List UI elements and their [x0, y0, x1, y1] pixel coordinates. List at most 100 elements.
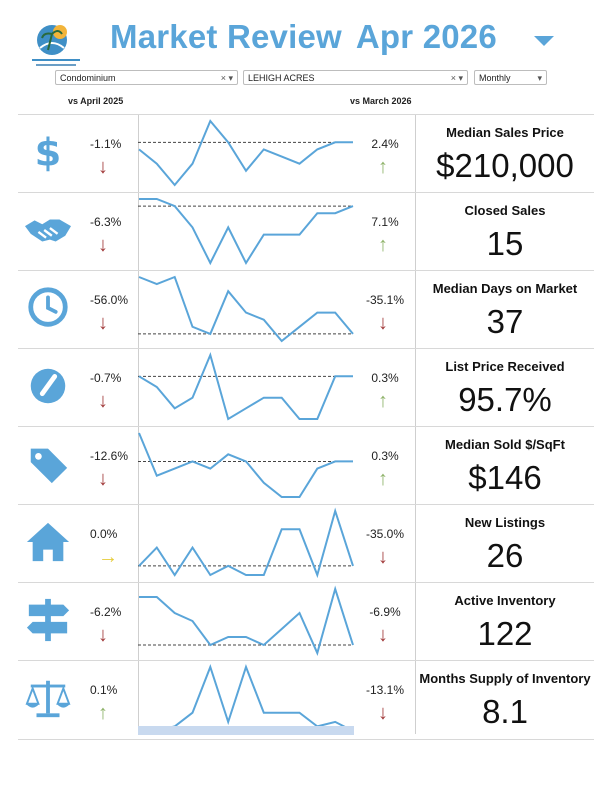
property-type-select[interactable]: Condominium × ▾ — [55, 70, 238, 85]
divider — [138, 114, 139, 734]
arrow-down-icon: ↓ — [98, 234, 108, 256]
report-header: Market Review Apr 2026 — [0, 0, 612, 68]
year-change-value: 0.0% — [90, 527, 118, 541]
sparkline-series — [138, 351, 353, 421]
arrow-up-icon: ↑ — [378, 390, 388, 412]
metric-value: $146 — [468, 459, 542, 496]
month-change-value: 2.4% — [371, 137, 399, 151]
area-select[interactable]: LEHIGH ACRES × ▾ — [243, 70, 468, 85]
title-text: Market Review — [110, 18, 342, 55]
property-type-controls[interactable]: × ▾ — [221, 71, 233, 86]
sparkline-chart — [138, 275, 354, 343]
arrow-down-icon: ↓ — [98, 312, 108, 334]
year-change-value: -0.7% — [90, 371, 122, 385]
sun-palm-logo — [32, 25, 80, 66]
area-value: LEHIGH ACRES — [248, 73, 315, 83]
metric-row: -56.0% ↓ -35.1% ↓ Median Days on Market 37 — [18, 270, 594, 349]
speedometer-icon — [30, 368, 66, 404]
year-change-value: 0.1% — [90, 683, 118, 697]
sparkline-chart — [138, 585, 354, 656]
metric-row: -0.7% ↓ 0.3% ↑ List Price Received 95.7% — [18, 348, 594, 427]
sparkline-series — [138, 119, 353, 187]
page-title: Market Review Apr 2026 — [110, 18, 497, 56]
sparkline-series — [138, 507, 354, 579]
month-change-value: -6.9% — [369, 605, 401, 619]
sparkline-chart — [138, 119, 353, 187]
arrow-down-icon: ↓ — [98, 624, 108, 646]
arrow-up-icon: ↑ — [378, 234, 388, 256]
metric-row: 0.0% → -35.0% ↓ New Listings 26 — [18, 504, 594, 583]
metric-name: Median Sales Price — [446, 125, 564, 140]
sparkline-series — [138, 275, 354, 343]
metric-value: 37 — [486, 303, 524, 340]
arrow-up-icon: ↑ — [378, 468, 388, 490]
metric-value: 26 — [486, 537, 524, 574]
metric-name: New Listings — [464, 515, 546, 530]
sparkline-chart — [138, 351, 353, 421]
metric-name: List Price Received — [445, 359, 565, 374]
clear-icon[interactable]: × — [220, 73, 226, 83]
sparkline-chart — [138, 432, 353, 498]
month-comparison-label: vs March 2026 — [350, 96, 412, 106]
arrow-down-icon: ↓ — [98, 390, 108, 412]
sparkline-series — [138, 432, 353, 498]
metric-value: 8.1 — [482, 693, 528, 730]
arrow-down-icon: ↓ — [378, 624, 388, 646]
year-change-value: -6.3% — [90, 215, 122, 229]
property-type-value: Condominium — [60, 73, 116, 83]
chevron-down-icon[interactable]: ▾ — [458, 73, 463, 83]
metric-row: -6.3% ↓ 7.1% ↑ Closed Sales 15 — [18, 192, 594, 271]
arrow-right-icon: → — [98, 546, 118, 568]
sparkline-series — [139, 585, 354, 656]
balance-scale-icon — [25, 680, 71, 718]
metric-name: Closed Sales — [464, 203, 546, 218]
sparkline-series — [139, 198, 354, 266]
month-change-value: -35.1% — [365, 293, 405, 307]
house-icon — [26, 522, 70, 562]
metric-value: 122 — [477, 615, 533, 652]
month-change-value: 0.3% — [371, 449, 399, 463]
interval-select[interactable]: Monthly ▾ — [474, 70, 547, 85]
metric-row: -6.2% ↓ -6.9% ↓ Active Inventory 122 — [18, 582, 594, 661]
sparkline-series — [139, 664, 354, 732]
period-text: Apr 2026 — [355, 18, 497, 55]
metric-name: Median Sold $/SqFt — [445, 437, 565, 452]
period-dropdown-icon[interactable] — [534, 36, 554, 46]
clock-icon — [28, 287, 68, 327]
arrow-down-icon: ↓ — [378, 546, 388, 568]
month-change-value: -35.0% — [365, 527, 405, 541]
arrow-down-icon: ↓ — [378, 312, 388, 334]
handshake-icon — [25, 219, 71, 242]
month-change-value: -13.1% — [365, 683, 405, 697]
arrow-down-icon: ↓ — [378, 702, 388, 724]
chevron-down-icon[interactable]: ▾ — [537, 73, 542, 83]
arrow-down-icon: ↓ — [98, 156, 108, 178]
year-change-value: -1.1% — [90, 137, 122, 151]
year-comparison-label: vs April 2025 — [68, 96, 124, 106]
arrow-down-icon: ↓ — [98, 468, 108, 490]
month-change-value: 0.3% — [371, 371, 399, 385]
metric-row: -12.6% ↓ 0.3% ↑ Median Sold $/SqFt $146 — [18, 426, 594, 505]
clear-icon[interactable]: × — [450, 73, 456, 83]
year-change-value: -12.6% — [90, 449, 129, 463]
svg-text:$: $ — [35, 130, 62, 175]
divider — [415, 114, 416, 734]
dollar-sign-icon: $ — [35, 130, 62, 175]
sparkline-chart — [138, 198, 354, 266]
metric-value: 95.7% — [458, 381, 552, 418]
area-controls[interactable]: × ▾ — [451, 71, 463, 86]
sparkline-chart — [138, 507, 354, 579]
metric-name: Active Inventory — [454, 593, 556, 608]
arrow-up-icon: ↑ — [378, 156, 388, 178]
interval-value: Monthly — [479, 73, 511, 83]
year-change-value: -56.0% — [90, 293, 129, 307]
price-tag-icon — [30, 448, 68, 484]
timeline-scrollbar[interactable] — [138, 726, 354, 735]
metric-row: $ -1.1% ↓ 2.4% ↑ Median Sales Price $210,000 — [18, 114, 594, 193]
month-change-value: 7.1% — [371, 215, 399, 229]
chevron-down-icon[interactable]: ▾ — [228, 73, 233, 83]
metric-value: 15 — [486, 225, 524, 262]
metric-value: $210,000 — [436, 147, 574, 184]
metric-name: Months Supply of Inventory — [419, 671, 591, 686]
metric-name: Median Days on Market — [432, 281, 578, 296]
